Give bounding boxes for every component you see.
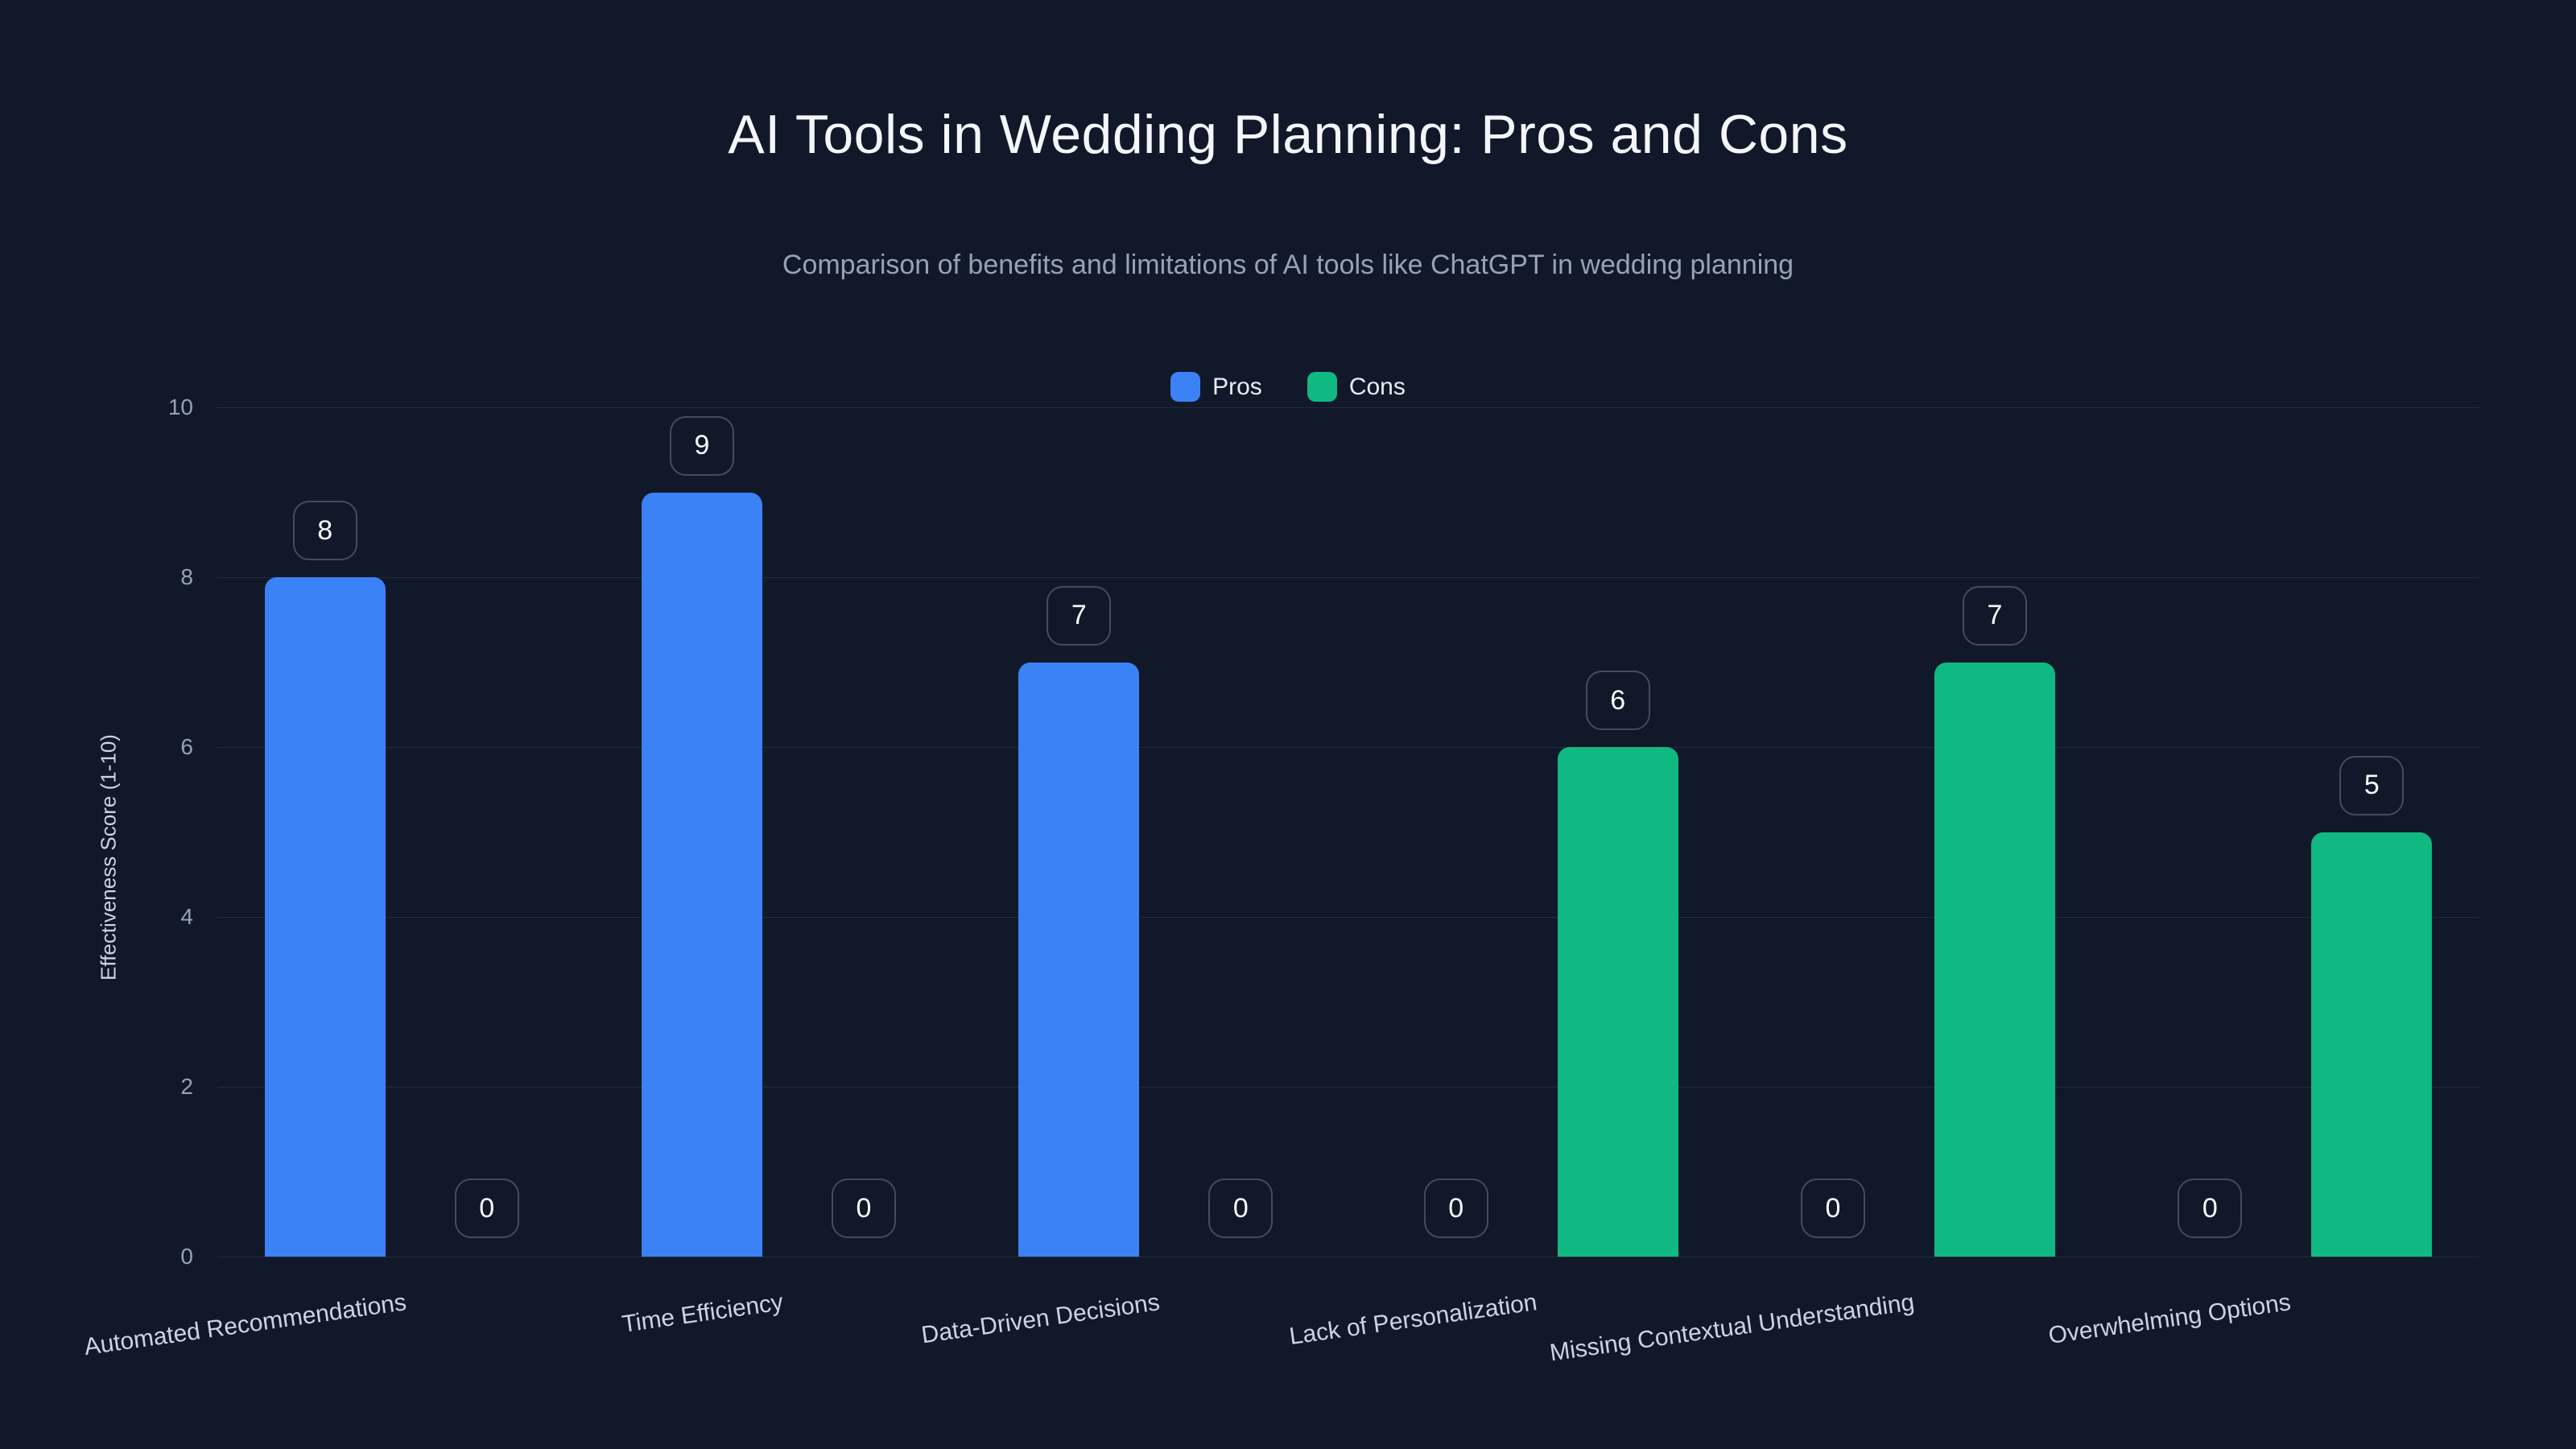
gridline	[217, 407, 2479, 408]
legend-swatch-pros	[1170, 372, 1201, 402]
legend-swatch-cons	[1307, 372, 1337, 402]
legend: Pros Cons	[0, 372, 2576, 402]
gridline	[217, 1086, 2479, 1088]
value-badge-cons-1: 0	[832, 1179, 896, 1238]
value-badge-cons-5: 5	[2339, 755, 2405, 815]
bar-cons-4[interactable]	[1934, 662, 2055, 1257]
y-axis-tick-label: 0	[180, 1244, 193, 1269]
legend-item-pros[interactable]: Pros	[1170, 372, 1262, 402]
y-axis-tick-label: 10	[167, 394, 193, 419]
value-badge-pros-0: 8	[292, 501, 357, 560]
x-axis-category-label: Data-Driven Decisions	[919, 1289, 1162, 1349]
legend-label: Pros	[1212, 373, 1262, 400]
y-axis-tick-label: 8	[180, 564, 193, 589]
y-axis-tick-label: 2	[180, 1074, 193, 1099]
x-axis-category-label: Overwhelming Options	[2046, 1289, 2293, 1350]
value-badge-cons-4: 7	[1963, 585, 2027, 646]
value-badge-pros-3: 0	[1423, 1179, 1488, 1238]
chart-subtitle: Comparison of benefits and limitations o…	[782, 250, 1794, 280]
gridline	[217, 916, 2479, 918]
chart-title: AI Tools in Wedding Planning: Pros and C…	[728, 104, 1848, 165]
bar-cons-5[interactable]	[2311, 832, 2433, 1257]
y-axis-tick-label: 6	[180, 734, 193, 759]
bar-cons-3[interactable]	[1557, 747, 1678, 1257]
bar-pros-2[interactable]	[1018, 662, 1140, 1257]
value-badge-pros-5: 0	[2178, 1179, 2243, 1238]
bar-pros-0[interactable]	[264, 577, 386, 1257]
value-badge-cons-2: 0	[1208, 1179, 1274, 1238]
x-axis-category-label: Automated Recommendations	[82, 1289, 408, 1361]
value-badge-pros-2: 7	[1046, 585, 1112, 646]
x-axis-category-label: Time Efficiency	[620, 1289, 785, 1338]
value-badge-pros-4: 0	[1801, 1179, 1865, 1238]
value-badge-cons-3: 6	[1585, 671, 1650, 730]
gridline	[217, 576, 2479, 578]
x-axis-category-label: Missing Contextual Understanding	[1547, 1289, 1916, 1367]
bar-pros-1[interactable]	[642, 492, 762, 1257]
legend-label: Cons	[1348, 373, 1406, 400]
value-badge-pros-1: 9	[670, 415, 734, 476]
x-axis-category-label: Lack of Personalization	[1287, 1289, 1539, 1351]
gridline	[217, 746, 2479, 748]
value-badge-cons-0: 0	[454, 1179, 519, 1238]
y-axis-tick-label: 4	[180, 904, 193, 929]
y-axis-title: Effectiveness Score (1-10)	[96, 734, 121, 980]
legend-item-cons[interactable]: Cons	[1307, 372, 1406, 402]
